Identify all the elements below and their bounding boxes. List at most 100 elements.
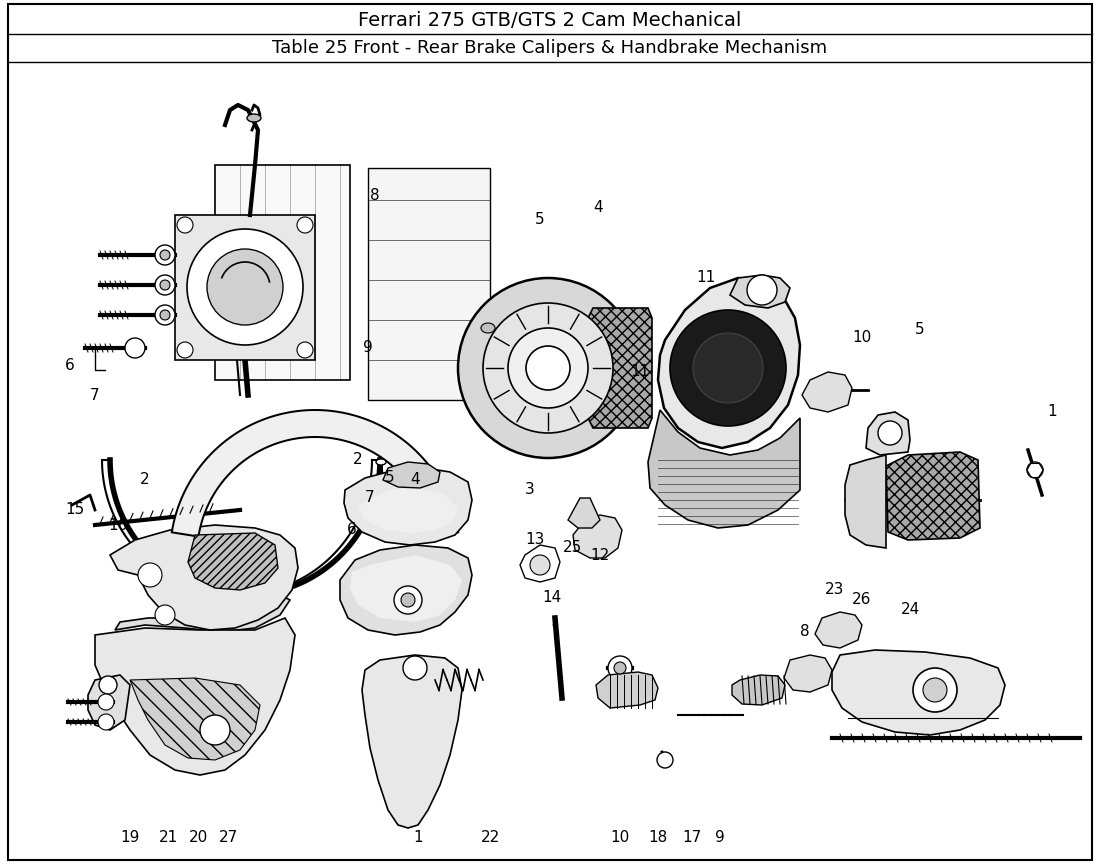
Text: 14: 14	[542, 590, 562, 606]
Text: 15: 15	[65, 503, 85, 518]
Polygon shape	[802, 372, 852, 412]
Circle shape	[657, 752, 673, 768]
Circle shape	[526, 346, 570, 390]
Text: Ferrari 275 GTB/GTS 2 Cam Mechanical: Ferrari 275 GTB/GTS 2 Cam Mechanical	[359, 10, 741, 29]
Text: 25: 25	[563, 541, 583, 556]
Text: 3: 3	[525, 482, 535, 498]
Polygon shape	[214, 165, 350, 380]
Text: 9: 9	[363, 340, 373, 355]
Polygon shape	[172, 410, 459, 537]
Polygon shape	[383, 462, 440, 488]
Text: 26: 26	[852, 593, 871, 607]
Text: 8: 8	[800, 625, 810, 639]
Circle shape	[1027, 462, 1043, 478]
Text: 17: 17	[682, 830, 702, 846]
Polygon shape	[866, 412, 910, 455]
Text: 1: 1	[414, 830, 422, 846]
Polygon shape	[732, 675, 785, 705]
Ellipse shape	[248, 114, 261, 122]
Polygon shape	[130, 678, 260, 760]
Circle shape	[155, 275, 175, 295]
Text: 6: 6	[348, 523, 356, 537]
Circle shape	[160, 250, 170, 260]
Circle shape	[99, 676, 117, 694]
Text: 22: 22	[481, 830, 499, 846]
Polygon shape	[568, 498, 600, 528]
Polygon shape	[730, 275, 790, 308]
Polygon shape	[596, 672, 658, 708]
Bar	[175, 215, 315, 360]
Text: 6: 6	[65, 358, 75, 372]
Circle shape	[394, 586, 422, 614]
Text: 4: 4	[593, 200, 603, 215]
Polygon shape	[784, 655, 832, 692]
Circle shape	[297, 217, 313, 233]
Text: Table 25 Front - Rear Brake Calipers & Handbrake Mechanism: Table 25 Front - Rear Brake Calipers & H…	[273, 39, 827, 57]
Polygon shape	[658, 278, 800, 448]
Ellipse shape	[481, 323, 495, 333]
Circle shape	[297, 342, 313, 358]
Text: 7: 7	[90, 387, 100, 403]
Circle shape	[155, 605, 175, 625]
Text: 13: 13	[526, 532, 544, 548]
Circle shape	[125, 338, 145, 358]
Text: 12: 12	[591, 548, 609, 562]
Circle shape	[693, 333, 763, 403]
Polygon shape	[845, 455, 886, 548]
Circle shape	[614, 662, 626, 674]
Text: 9: 9	[715, 830, 725, 846]
Text: 11: 11	[696, 270, 716, 285]
Circle shape	[138, 563, 162, 587]
Circle shape	[200, 715, 230, 745]
Polygon shape	[358, 488, 458, 533]
Polygon shape	[188, 533, 278, 590]
Circle shape	[177, 217, 192, 233]
Text: 23: 23	[825, 582, 845, 598]
Text: 5: 5	[385, 471, 395, 486]
Circle shape	[155, 305, 175, 325]
Text: 18: 18	[648, 830, 668, 846]
Polygon shape	[648, 410, 800, 528]
Ellipse shape	[376, 459, 386, 465]
Polygon shape	[815, 612, 862, 648]
Circle shape	[670, 310, 786, 426]
Polygon shape	[110, 525, 298, 630]
Circle shape	[913, 668, 957, 712]
Circle shape	[207, 249, 283, 325]
Text: 11: 11	[630, 365, 650, 379]
Circle shape	[177, 342, 192, 358]
Text: 1: 1	[1047, 404, 1057, 420]
Text: 10: 10	[852, 331, 871, 346]
Text: 19: 19	[120, 830, 140, 846]
Circle shape	[878, 421, 902, 445]
Ellipse shape	[515, 330, 529, 340]
Polygon shape	[344, 468, 472, 545]
Polygon shape	[520, 545, 560, 582]
Ellipse shape	[509, 326, 535, 344]
Circle shape	[155, 245, 175, 265]
Text: 2: 2	[353, 453, 363, 467]
Polygon shape	[886, 452, 980, 540]
Circle shape	[403, 656, 427, 680]
Circle shape	[923, 678, 947, 702]
Polygon shape	[340, 545, 472, 635]
Circle shape	[483, 303, 613, 433]
Circle shape	[508, 328, 588, 408]
Polygon shape	[588, 308, 652, 428]
Circle shape	[530, 555, 550, 575]
Text: 4: 4	[410, 473, 420, 487]
Circle shape	[160, 280, 170, 290]
Text: 10: 10	[610, 830, 629, 846]
Text: 5: 5	[536, 213, 544, 227]
Text: 5: 5	[915, 322, 925, 338]
Polygon shape	[116, 595, 290, 632]
Circle shape	[402, 593, 415, 607]
Polygon shape	[368, 168, 490, 400]
Text: 21: 21	[158, 830, 177, 846]
Polygon shape	[95, 618, 295, 775]
Text: 24: 24	[901, 602, 920, 618]
Polygon shape	[350, 555, 462, 622]
Circle shape	[98, 694, 114, 710]
Polygon shape	[573, 515, 622, 558]
Circle shape	[160, 310, 170, 320]
